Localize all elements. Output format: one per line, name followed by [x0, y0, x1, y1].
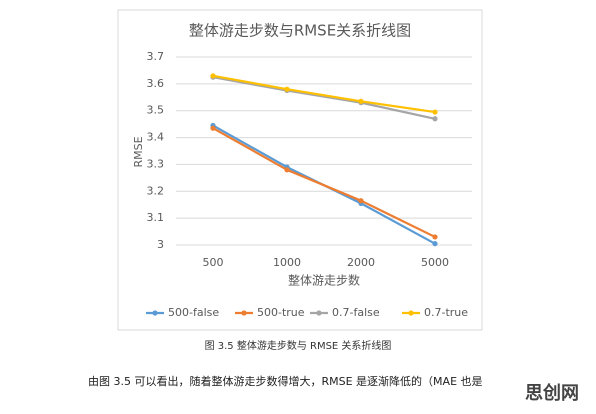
y-tick-label: 3.4: [147, 131, 165, 144]
y-tick-label: 3.5: [147, 104, 165, 117]
x-axis-label: 整体游走步数: [288, 273, 360, 288]
series-line: [212, 127, 436, 238]
chart-frame: [117, 9, 483, 331]
data-point: [432, 234, 438, 240]
figure-caption: 图 3.5 整体游走步数与 RMSE 关系折线图: [205, 339, 392, 352]
y-tick-label: 3.1: [147, 211, 165, 224]
watermark: 思创网: [525, 382, 579, 404]
data-point: [284, 86, 290, 92]
x-tick-label: 5000: [421, 256, 449, 269]
legend-label: 500-false: [168, 306, 219, 319]
chart-title: 整体游走步数与RMSE关系折线图: [189, 22, 411, 40]
data-point: [432, 241, 438, 247]
data-point: [210, 125, 216, 131]
data-point: [358, 98, 364, 104]
legend-marker: [152, 310, 158, 316]
x-tick-label: 1000: [273, 256, 301, 269]
legend-marker: [408, 310, 414, 316]
y-tick-label: 3.7: [147, 50, 165, 63]
legend-label: 0.7-false: [332, 306, 380, 319]
data-point: [358, 198, 364, 204]
data-point: [432, 116, 438, 122]
y-tick-label: 3.3: [147, 157, 165, 170]
series-line: [212, 74, 436, 114]
y-tick-label: 3.2: [147, 184, 165, 197]
data-point: [432, 109, 438, 115]
data-point: [210, 73, 216, 79]
x-tick-label: 500: [203, 256, 224, 269]
legend-label: 0.7-true: [424, 306, 468, 319]
y-axis-label: RMSE: [132, 136, 145, 167]
data-point: [284, 167, 290, 173]
y-tick-label: 3.6: [147, 77, 165, 90]
x-tick-label: 2000: [347, 256, 375, 269]
y-tick-label: 3: [157, 238, 164, 251]
legend-marker: [241, 310, 247, 316]
body-text: 由图 3.5 可以看出，随着整体游走步数得增大，RMSE 是逐渐降低的（MAE …: [88, 374, 483, 388]
legend-marker: [316, 310, 322, 316]
legend-label: 500-true: [257, 306, 305, 319]
series-line: [212, 76, 436, 120]
